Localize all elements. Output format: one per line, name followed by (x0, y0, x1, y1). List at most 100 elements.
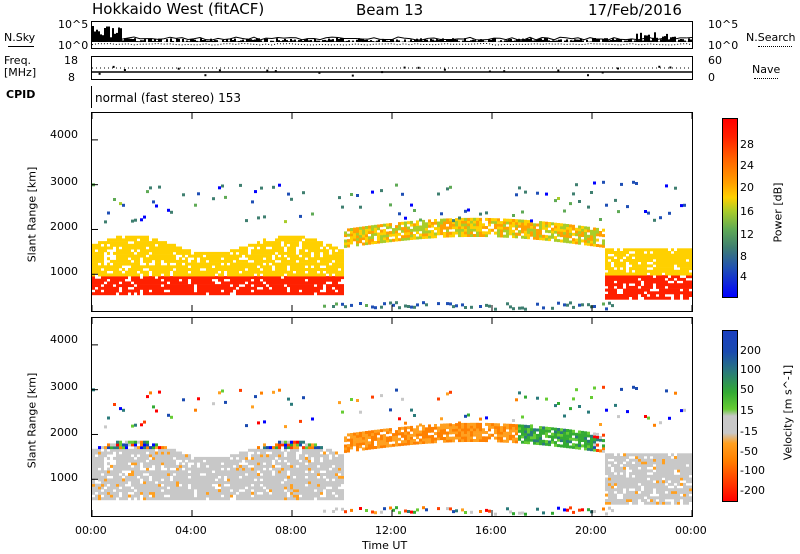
velocity-cell (530, 430, 533, 434)
power-cell (203, 262, 206, 266)
velocity-cell (92, 448, 95, 452)
velocity-cell (170, 451, 173, 455)
power-cell (224, 281, 227, 285)
power-cell (134, 270, 137, 274)
power-cell (200, 262, 203, 266)
power-cell (185, 281, 188, 285)
power-cell (164, 276, 167, 280)
power-ytick-2000: 2000 (50, 220, 78, 233)
velocity-cell (221, 473, 224, 476)
power-cell (647, 256, 650, 260)
velocity-cell (185, 486, 188, 490)
power-cell (635, 267, 638, 271)
power-cell (236, 262, 239, 266)
velocity-cell (107, 446, 110, 450)
velocity-cell (602, 507, 605, 511)
velocity-cell (173, 464, 176, 468)
power-cell (323, 281, 326, 285)
power-cell (209, 262, 212, 266)
power-cell (188, 286, 191, 290)
velocity-cell (182, 470, 185, 474)
power-cell (575, 233, 578, 237)
noise-bar (356, 39, 358, 42)
noise-bar (650, 40, 652, 43)
power-cell (98, 278, 101, 282)
power-cell (182, 251, 185, 255)
velocity-cell (272, 467, 275, 471)
velocity-cell (404, 426, 407, 430)
velocity-cell (149, 481, 152, 485)
velocity-cell (242, 491, 245, 495)
power-cell (113, 281, 116, 285)
velocity-cell (272, 454, 275, 458)
power-cell (662, 264, 665, 268)
power-cell (479, 212, 482, 216)
velocity-cell (380, 439, 383, 443)
power-cell (302, 257, 305, 261)
power-cell (299, 270, 302, 274)
power-cell (122, 238, 125, 242)
power-cell (308, 268, 311, 271)
power-cell (689, 272, 692, 276)
power-cell (233, 251, 236, 255)
power-cell (266, 278, 269, 282)
velocity-cell (167, 483, 170, 487)
power-cell (656, 296, 659, 300)
power-cell (137, 251, 140, 255)
power-cell (614, 198, 617, 202)
velocity-cell (491, 425, 494, 429)
power-cell (608, 264, 611, 268)
velocity-cell (362, 447, 365, 451)
power-cell (263, 268, 266, 271)
velocity-cell (278, 388, 281, 392)
power-cell (674, 261, 677, 265)
velocity-cell (527, 438, 530, 442)
power-cell (101, 246, 104, 250)
noise-bar (546, 38, 548, 43)
velocity-cell (137, 462, 140, 466)
velocity-cell (299, 483, 302, 487)
power-cell (164, 286, 167, 290)
velocity-cell (314, 451, 317, 455)
velocity-cell (122, 456, 125, 460)
power-cell (515, 221, 518, 225)
velocity-cell (335, 459, 338, 463)
velocity-cell (614, 480, 617, 484)
velocity-cell (137, 456, 140, 460)
power-cell (107, 276, 110, 280)
velocity-cell (215, 473, 218, 476)
power-cell (248, 262, 251, 266)
velocity-cell (101, 478, 104, 482)
power-cell (278, 262, 281, 266)
velocity-cell (470, 425, 473, 429)
power-cell (149, 268, 152, 271)
power-cell (122, 203, 125, 207)
velocity-cell (374, 435, 377, 439)
velocity-cell (425, 440, 428, 444)
velocity-cell (119, 454, 122, 458)
velocity-cell (161, 491, 164, 495)
power-cell (341, 265, 344, 269)
velocity-cell (167, 491, 170, 495)
velocity-cell (326, 462, 329, 466)
velocity-cell (107, 491, 110, 495)
power-cell (206, 286, 209, 290)
power-cell (221, 254, 224, 258)
velocity-cell (251, 470, 254, 474)
velocity-cell (287, 467, 290, 471)
velocity-cell (389, 428, 392, 432)
power-cell (341, 276, 344, 280)
power-cell (443, 234, 446, 238)
velocity-cell (392, 443, 395, 447)
power-cell (524, 233, 527, 237)
velocity-cell (236, 475, 239, 479)
velocity-cell (110, 470, 113, 474)
power-cell (314, 270, 317, 274)
velocity-cell (110, 478, 113, 482)
power-cell (605, 264, 608, 268)
velocity-cell (284, 456, 287, 460)
velocity-cell (590, 448, 593, 452)
power-cell (95, 259, 98, 263)
velocity-cell (410, 510, 413, 514)
velocity-cell (290, 402, 293, 406)
